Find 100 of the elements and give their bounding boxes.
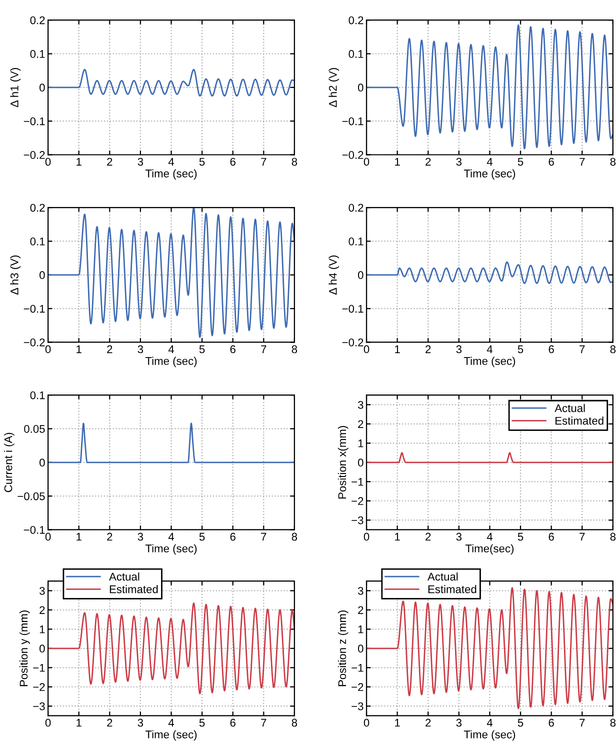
legend-label: Actual [554, 404, 585, 412]
y-axis-title: Δ h3 (V) [10, 256, 21, 295]
y-tick-label: 1 [358, 626, 364, 634]
y-tick-label: 0 [358, 84, 364, 92]
x-tick-label: 4 [486, 158, 492, 166]
x-tick-label: 2 [107, 345, 112, 354]
x-axis-title: Time (sec) [145, 356, 197, 368]
y-tick-label: −2 [352, 497, 364, 505]
y-tick-label: −2 [352, 683, 364, 691]
x-tick-label: 6 [230, 158, 236, 166]
y-tick-label: 0 [40, 458, 45, 467]
x-tick-label: 3 [138, 158, 144, 166]
x-tick-label: 3 [456, 345, 462, 354]
x-axis-title: Time (sec) [464, 730, 516, 741]
x-tick-label: 3 [456, 718, 462, 727]
y-tick-label: 0.1 [30, 50, 45, 58]
y-tick-label: 0 [358, 271, 364, 280]
y-tick-label: −0.05 [18, 492, 45, 500]
y-tick-label: 0.2 [348, 16, 364, 24]
x-tick-label: 7 [580, 345, 585, 354]
y-tick-label: −0.1 [24, 304, 45, 313]
x-tick-label: 8 [610, 345, 616, 354]
x-tick-label: 3 [138, 718, 144, 727]
x-axis-title: Time (sec) [145, 730, 197, 741]
x-tick-label: 6 [230, 718, 236, 727]
y-tick-label: 2 [358, 420, 364, 428]
y-tick-label: −0.1 [342, 117, 364, 126]
x-tick-label: 5 [199, 345, 205, 354]
y-tick-label: 0.1 [348, 50, 364, 58]
y-axis-title: Current i (A) [4, 432, 14, 492]
y-tick-label: −0.2 [342, 338, 364, 346]
x-tick-label: 7 [580, 158, 585, 166]
x-tick-label: 3 [138, 532, 144, 541]
y-tick-label: −0.2 [342, 151, 364, 159]
x-tick-label: 5 [199, 158, 205, 166]
x-tick-label: 0 [364, 345, 370, 354]
x-tick-label: 5 [199, 718, 205, 727]
x-tick-label: 2 [426, 345, 431, 354]
x-tick-label: 7 [261, 345, 266, 354]
legend-label: Estimated [428, 585, 476, 594]
x-tick-label: 4 [486, 532, 492, 541]
y-tick-label: 0 [40, 644, 45, 653]
x-tick-label: 4 [486, 345, 492, 354]
x-tick-label: 7 [580, 532, 585, 541]
y-axis-title: Position z (mm) [338, 610, 348, 686]
x-tick-label: 2 [426, 718, 431, 727]
y-tick-label: −0.1 [24, 526, 45, 534]
x-tick-label: 8 [292, 718, 298, 727]
y-tick-label: 0.1 [30, 391, 45, 400]
y-tick-label: −2 [33, 683, 45, 691]
y-tick-label: −3 [33, 702, 45, 710]
x-tick-label: 1 [76, 532, 82, 541]
y-tick-label: 0.2 [30, 204, 45, 212]
x-tick-label: 2 [426, 532, 431, 541]
y-tick-label: 2 [358, 606, 364, 614]
x-tick-label: 6 [230, 532, 236, 541]
x-tick-label: 5 [518, 158, 524, 166]
y-tick-label: 1 [358, 440, 364, 448]
x-tick-label: 8 [292, 532, 298, 541]
x-tick-label: 2 [107, 158, 112, 166]
y-tick-label: 0.2 [30, 16, 45, 24]
x-tick-label: 2 [107, 718, 112, 727]
x-tick-label: 6 [548, 345, 554, 354]
x-tick-label: 6 [548, 718, 554, 727]
x-tick-label: 4 [168, 158, 174, 166]
x-tick-label: 4 [486, 718, 492, 727]
x-tick-label: 5 [199, 532, 205, 541]
x-tick-label: 0 [45, 718, 51, 727]
y-tick-label: 0 [40, 271, 45, 280]
x-tick-label: 5 [518, 718, 524, 727]
y-tick-label: 0.2 [348, 204, 364, 212]
y-tick-label: 0 [358, 644, 364, 653]
x-tick-label: 0 [364, 718, 370, 727]
x-tick-label: 6 [230, 345, 236, 354]
legend-label: Actual [109, 572, 140, 581]
x-tick-label: 7 [261, 532, 266, 541]
y-tick-label: −3 [352, 702, 364, 710]
y-tick-label: −1 [352, 664, 364, 672]
x-tick-label: 8 [610, 718, 616, 727]
y-tick-label: −1 [352, 478, 364, 486]
x-tick-label: 7 [261, 718, 266, 727]
x-axis-title: Time (sec) [464, 169, 516, 180]
x-tick-label: 8 [610, 532, 616, 541]
x-tick-label: 1 [76, 158, 82, 166]
x-tick-label: 3 [138, 345, 144, 354]
x-tick-label: 7 [580, 718, 585, 727]
x-axis-title: Time (sec) [464, 356, 516, 368]
x-tick-label: 5 [518, 532, 524, 541]
x-tick-label: 1 [395, 345, 400, 354]
x-tick-label: 0 [45, 345, 51, 354]
legend-label: Estimated [110, 585, 158, 594]
y-tick-label: −3 [352, 516, 364, 524]
y-tick-label: −0.2 [24, 338, 45, 346]
x-tick-label: 6 [548, 158, 554, 166]
y-tick-label: 0 [358, 458, 364, 467]
x-tick-label: 6 [548, 532, 554, 541]
x-tick-label: 0 [45, 158, 51, 166]
x-tick-label: 0 [45, 532, 51, 541]
x-tick-label: 1 [395, 158, 400, 166]
legend-label: Estimated [556, 416, 604, 425]
